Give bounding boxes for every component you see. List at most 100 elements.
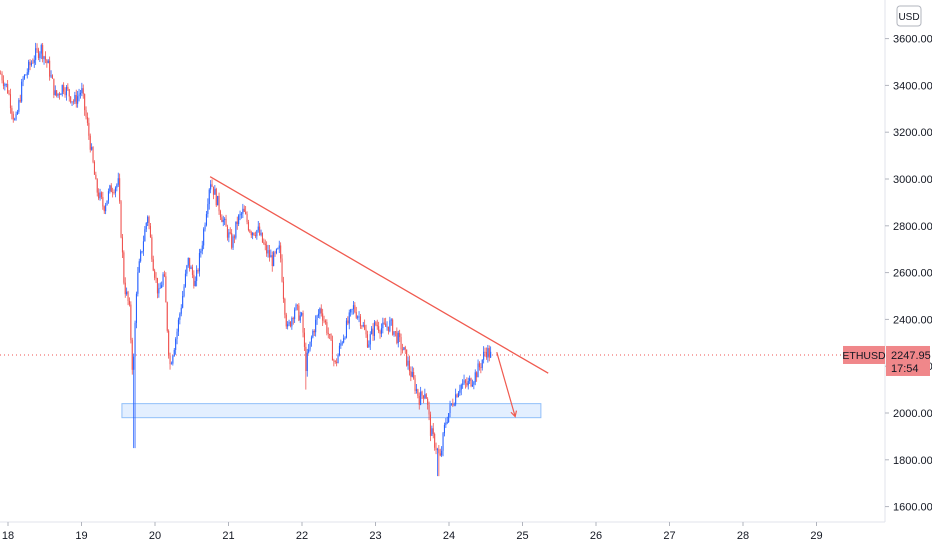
- candle-body: [236, 221, 238, 225]
- candle-body: [382, 322, 384, 329]
- candle-body: [9, 94, 11, 109]
- candle-body: [78, 94, 80, 97]
- support-zone: [121, 403, 542, 419]
- candle-body: [250, 232, 252, 236]
- candle-body: [238, 215, 240, 225]
- candle-body: [259, 226, 261, 235]
- candle-body: [459, 389, 461, 393]
- candle-body: [371, 328, 373, 335]
- candle-body: [159, 287, 161, 289]
- candle-body: [285, 314, 287, 327]
- candle-body: [96, 179, 98, 193]
- candle-body: [364, 325, 366, 330]
- x-tick-label: 18: [2, 530, 14, 542]
- candle-body: [410, 371, 412, 377]
- candle-body: [110, 185, 112, 193]
- candle-body: [219, 211, 221, 218]
- candle-body: [373, 322, 375, 336]
- candle-body: [487, 348, 489, 358]
- candle-body: [408, 360, 410, 372]
- candle-body: [151, 237, 153, 260]
- candle-body: [172, 356, 174, 364]
- candle-body: [288, 321, 290, 325]
- candle-body: [203, 229, 205, 246]
- candle-body: [54, 90, 56, 96]
- candle-body: [210, 184, 212, 190]
- candle-body: [142, 241, 144, 252]
- candle-body: [109, 185, 111, 192]
- x-tick-label: 23: [369, 530, 381, 542]
- candle-body: [316, 315, 318, 320]
- candle-body: [149, 225, 151, 238]
- candle-body: [60, 94, 62, 96]
- candle-body: [291, 318, 293, 327]
- candle-body: [441, 450, 443, 456]
- candle-body: [413, 372, 415, 379]
- candle-body: [105, 205, 107, 212]
- candle-body: [449, 404, 451, 414]
- candle-body: [287, 324, 289, 327]
- candle-body: [359, 316, 361, 326]
- candle-body: [28, 61, 30, 73]
- candle-body: [256, 230, 258, 237]
- candle-body: [434, 433, 436, 448]
- candle-body: [404, 347, 406, 350]
- candle-body: [411, 372, 413, 377]
- candle-body: [446, 421, 448, 423]
- candle-body: [117, 178, 119, 185]
- candle-body: [106, 200, 108, 206]
- projection-arrow-line: [496, 351, 516, 417]
- candle-body: [330, 334, 332, 341]
- candle-body: [140, 251, 142, 262]
- candle-body: [198, 252, 200, 272]
- candle-body: [163, 274, 165, 277]
- candle-body: [40, 45, 42, 54]
- candle-body: [427, 398, 429, 405]
- candle-body: [343, 338, 345, 343]
- candle-body: [254, 235, 256, 237]
- candle-body: [89, 135, 91, 150]
- candle-body: [375, 322, 377, 325]
- candle-body: [82, 88, 84, 94]
- candle-body: [35, 48, 37, 60]
- candle-body: [470, 378, 472, 387]
- candle-body: [102, 197, 104, 207]
- candle-body: [480, 367, 482, 369]
- y-tick-label: 2400.00: [893, 314, 932, 326]
- candle-body: [190, 267, 192, 269]
- candle-body: [358, 316, 360, 318]
- candle-body: [386, 326, 388, 328]
- candle-body: [183, 286, 185, 296]
- x-tick-label: 26: [590, 530, 602, 542]
- candle-body: [222, 219, 224, 223]
- candle-body: [292, 318, 294, 320]
- candle-body: [338, 345, 340, 356]
- candle-body: [228, 232, 230, 238]
- candle-body: [379, 331, 381, 334]
- currency-button[interactable]: [896, 5, 922, 27]
- candle-body: [75, 94, 77, 104]
- candle-body: [56, 90, 58, 96]
- candle-body: [194, 280, 196, 287]
- candle-body: [460, 384, 462, 390]
- candle-body: [277, 248, 279, 250]
- candle-body: [340, 343, 342, 346]
- candle-body: [284, 298, 286, 315]
- candle-body: [14, 119, 16, 121]
- candle-body: [193, 274, 195, 287]
- candle-body: [344, 337, 346, 339]
- candle-body: [22, 78, 24, 82]
- candle-body: [418, 395, 420, 405]
- candle-body: [303, 332, 305, 347]
- candle-body: [421, 391, 423, 396]
- candle-body: [403, 347, 405, 351]
- candle-body: [392, 319, 394, 335]
- candle-body: [253, 232, 255, 236]
- x-tick-label: 29: [810, 530, 822, 542]
- x-tick-label: 20: [149, 530, 161, 542]
- candle-body: [200, 250, 202, 253]
- candle-body: [372, 328, 374, 336]
- candle-body: [26, 72, 28, 75]
